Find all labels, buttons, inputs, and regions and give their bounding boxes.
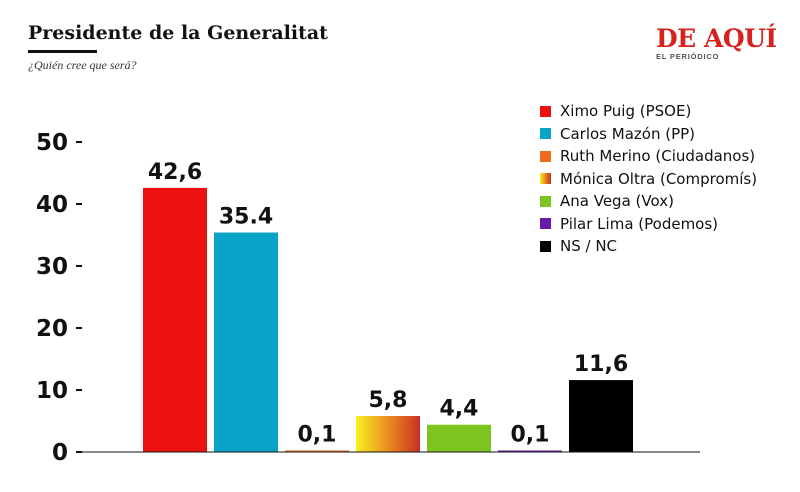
value-label: 5,8 (369, 388, 408, 413)
bar-5 (498, 450, 562, 452)
value-label: 0,1 (511, 423, 550, 448)
legend-swatch (540, 105, 551, 117)
legend-label: NS / NC (560, 237, 618, 256)
legend-swatch (540, 150, 551, 162)
bar-3 (356, 416, 420, 452)
y-tick-label: 50 (36, 130, 68, 156)
y-tick-label: 40 (36, 192, 68, 218)
bar-6 (569, 380, 633, 452)
chart-legend: Ximo Puig (PSOE) Carlos Mazón (PP) Ruth Me… (540, 100, 757, 258)
y-tick-label: 20 (36, 316, 68, 342)
logo-subtitle: EL PERIÓDICO (656, 52, 720, 61)
legend-item: Pilar Lima (Podemos) (540, 213, 757, 236)
legend-item: Ruth Merino (Ciudadanos) (540, 145, 757, 168)
y-tick-label: 30 (36, 254, 68, 280)
legend-swatch (540, 218, 551, 230)
legend-label: Ana Vega (Vox) (560, 192, 674, 211)
legend-swatch (540, 195, 551, 207)
bar-0 (143, 187, 207, 452)
legend-item: Ana Vega (Vox) (540, 190, 757, 213)
brand-logo: DE AQUÍ EL PERIÓDICO (656, 24, 777, 62)
legend-swatch (540, 173, 551, 185)
logo-wordmark: DE AQUÍ (656, 24, 777, 53)
title-underline (28, 50, 97, 53)
legend-item: Mónica Oltra (Compromís) (540, 168, 757, 191)
value-label: 35.4 (219, 205, 273, 230)
bar-4 (427, 424, 491, 452)
value-label: 4,4 (440, 397, 479, 422)
legend-swatch (540, 128, 551, 140)
y-axis: 0 10 20 30 40 50 (36, 130, 82, 466)
value-label: 42,6 (148, 160, 202, 185)
value-label: 11,6 (574, 352, 628, 377)
bar-2 (285, 450, 349, 452)
legend-item: NS / NC (540, 235, 757, 258)
y-tick-label: 0 (52, 440, 68, 466)
legend-label: Ruth Merino (Ciudadanos) (560, 147, 756, 166)
value-label: 0,1 (298, 423, 337, 448)
legend-label: Ximo Puig (PSOE) (560, 102, 692, 121)
value-labels: 42,6 35.4 0,1 5,8 4,4 0,1 11,6 (148, 160, 628, 448)
legend-item: Ximo Puig (PSOE) (540, 100, 757, 123)
chart-title: Presidente de la Generalitat (28, 22, 328, 44)
legend-swatch (540, 240, 551, 252)
legend-label: Mónica Oltra (Compromís) (560, 169, 758, 188)
y-tick-label: 10 (36, 378, 68, 404)
legend-item: Carlos Mazón (PP) (540, 123, 757, 146)
legend-label: Carlos Mazón (PP) (560, 124, 696, 143)
bars (143, 187, 633, 452)
legend-label: Pilar Lima (Podemos) (560, 214, 719, 233)
bar-1 (214, 232, 278, 452)
chart-subtitle: ¿Quién cree que será? (28, 58, 137, 72)
